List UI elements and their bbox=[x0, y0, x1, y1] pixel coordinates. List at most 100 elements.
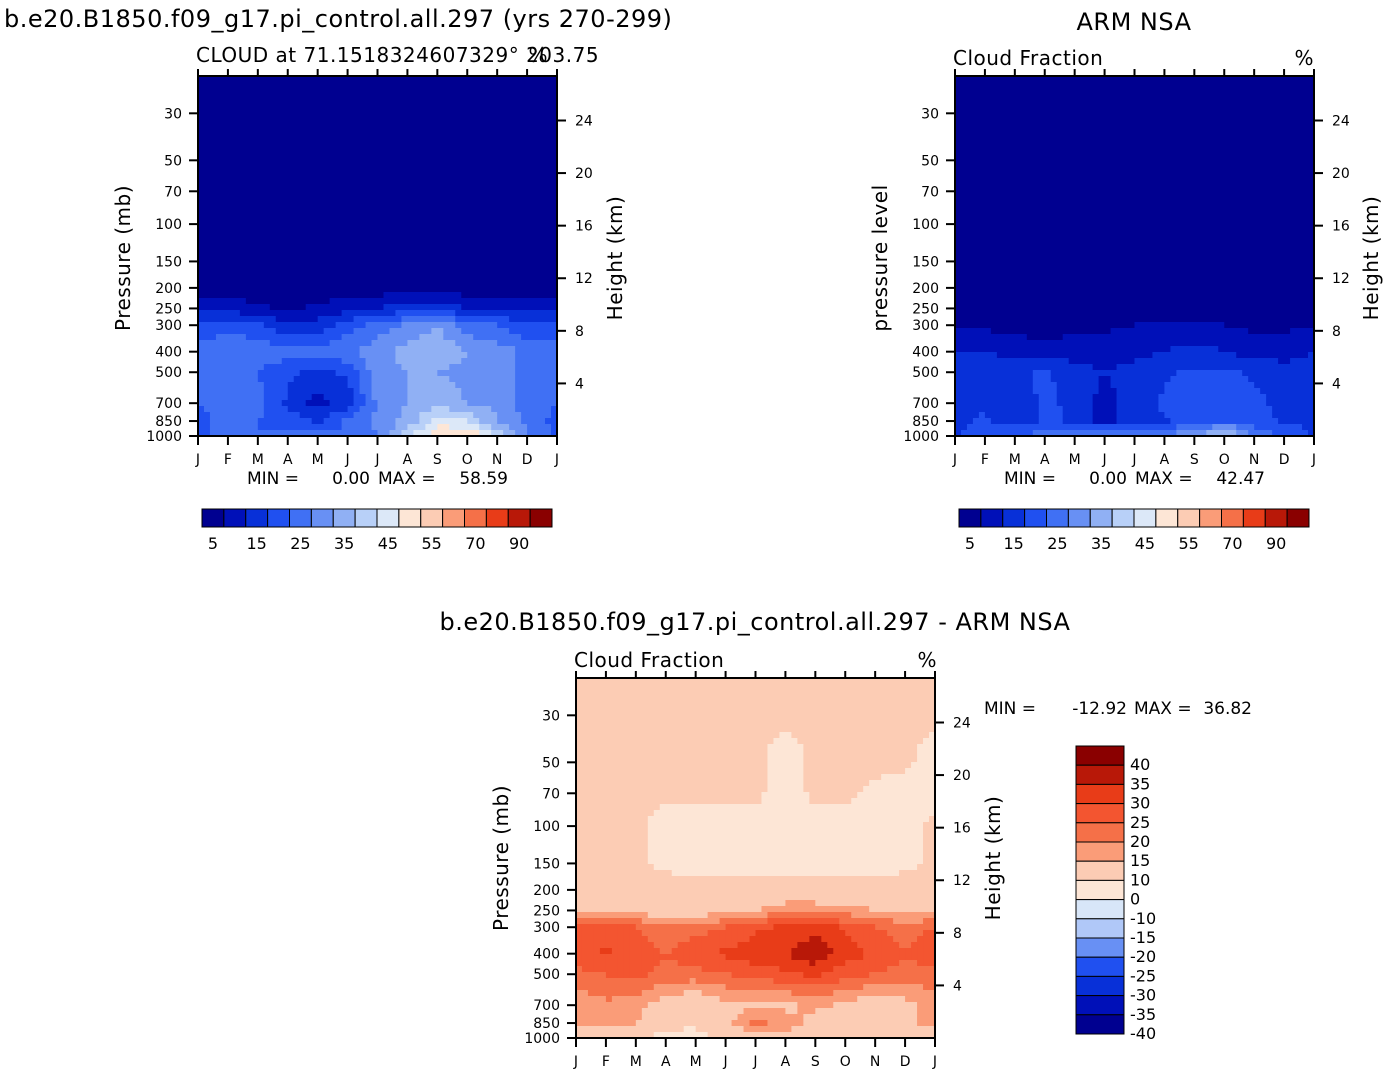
field-cell bbox=[257, 322, 265, 329]
field-cell bbox=[503, 334, 510, 341]
field-cell bbox=[395, 280, 403, 287]
field-cell bbox=[329, 328, 337, 335]
field-cell bbox=[1032, 76, 1040, 83]
field-cell bbox=[461, 220, 468, 227]
field-cell bbox=[359, 130, 367, 137]
field-cell bbox=[1068, 136, 1076, 143]
field-cell bbox=[1044, 118, 1052, 125]
field-cell bbox=[407, 382, 414, 389]
field-cell bbox=[198, 286, 205, 293]
field-cell bbox=[365, 106, 373, 113]
field-cell bbox=[1302, 100, 1309, 107]
field-cell bbox=[413, 232, 420, 239]
field-cell bbox=[1212, 190, 1219, 197]
field-cell bbox=[1194, 88, 1201, 95]
field-cell bbox=[198, 244, 205, 251]
field-cell bbox=[497, 184, 504, 191]
field-cell bbox=[425, 136, 432, 143]
field-cell bbox=[1146, 154, 1154, 161]
field-cell bbox=[233, 184, 241, 191]
field-cell bbox=[479, 244, 486, 251]
field-cell bbox=[491, 346, 498, 353]
field-cell bbox=[1230, 106, 1237, 113]
field-cell bbox=[1242, 94, 1249, 101]
field-cell bbox=[383, 286, 391, 293]
field-cell bbox=[515, 310, 522, 317]
field-cell bbox=[335, 424, 343, 431]
field-cell bbox=[515, 112, 522, 119]
field-cell bbox=[1266, 106, 1273, 113]
field-cell bbox=[263, 88, 271, 95]
field-cell bbox=[353, 178, 361, 185]
field-cell bbox=[996, 100, 1004, 107]
field-cell bbox=[431, 130, 438, 137]
field-cell bbox=[1092, 154, 1100, 161]
field-cell bbox=[521, 196, 528, 203]
field-cell bbox=[960, 88, 968, 95]
field-cell bbox=[395, 250, 403, 257]
field-cell bbox=[473, 298, 480, 305]
field-cell bbox=[221, 280, 229, 287]
field-cell bbox=[1248, 142, 1255, 149]
field-cell bbox=[257, 262, 265, 269]
field-cell bbox=[263, 316, 271, 323]
field-cell bbox=[239, 346, 247, 353]
field-cell bbox=[251, 214, 259, 221]
field-cell bbox=[1038, 118, 1046, 125]
field-cell bbox=[1002, 154, 1010, 161]
field-cell bbox=[473, 430, 480, 437]
field-cell bbox=[1242, 148, 1249, 155]
field-cell bbox=[371, 256, 379, 263]
colorbar-box bbox=[223, 508, 247, 528]
field-cell bbox=[263, 238, 271, 245]
field-cell bbox=[359, 118, 367, 125]
field-cell bbox=[317, 358, 325, 365]
field-cell bbox=[383, 136, 391, 143]
field-cell bbox=[215, 280, 223, 287]
field-cell bbox=[245, 334, 253, 341]
field-cell bbox=[371, 364, 379, 371]
field-cell bbox=[1056, 184, 1064, 191]
field-cell bbox=[455, 364, 462, 371]
field-cell bbox=[221, 208, 229, 215]
field-cell bbox=[413, 328, 420, 335]
field-cell bbox=[203, 352, 211, 359]
field-cell bbox=[437, 160, 444, 167]
field-cell bbox=[347, 328, 355, 335]
field-cell bbox=[299, 148, 307, 155]
field-cell bbox=[281, 406, 289, 413]
field-cell bbox=[1206, 136, 1213, 143]
field-cell bbox=[1038, 178, 1046, 185]
field-cell bbox=[437, 292, 444, 299]
field-cell bbox=[996, 136, 1004, 143]
field-cell bbox=[972, 196, 980, 203]
field-cell bbox=[311, 274, 319, 281]
field-cell bbox=[479, 214, 486, 221]
field-cell bbox=[545, 160, 552, 167]
field-cell bbox=[198, 358, 205, 365]
field-cell bbox=[221, 136, 229, 143]
colorbar-label: 5 bbox=[208, 534, 218, 553]
field-cell bbox=[365, 292, 373, 299]
field-cell bbox=[509, 340, 516, 347]
field-cell bbox=[1302, 154, 1309, 161]
field-cell bbox=[990, 184, 998, 191]
field-cell bbox=[1236, 82, 1243, 89]
field-cell bbox=[365, 112, 373, 119]
field-cell bbox=[257, 310, 265, 317]
field-cell bbox=[407, 208, 414, 215]
field-cell bbox=[485, 292, 492, 299]
field-cell bbox=[245, 136, 253, 143]
field-cell bbox=[323, 430, 331, 437]
field-cell bbox=[305, 310, 313, 317]
field-cell bbox=[473, 190, 480, 197]
field-cell bbox=[1290, 106, 1297, 113]
field-cell bbox=[389, 178, 397, 185]
field-cell bbox=[551, 430, 558, 437]
field-cell bbox=[419, 154, 426, 161]
field-cell bbox=[419, 172, 426, 179]
field-cell bbox=[551, 148, 558, 155]
field-cell bbox=[401, 172, 409, 179]
field-cell bbox=[1008, 82, 1016, 89]
field-cell bbox=[1194, 76, 1201, 83]
